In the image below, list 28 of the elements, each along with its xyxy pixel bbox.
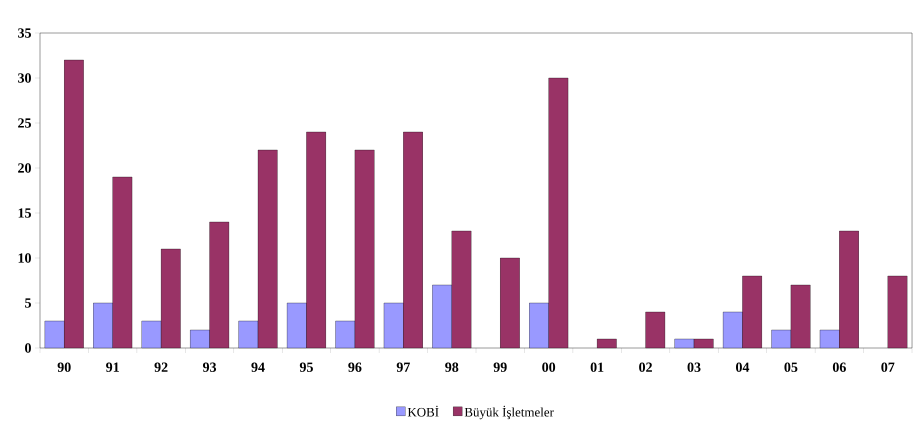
x-tick-label: 06 — [832, 362, 846, 372]
x-tick-label: 94 — [251, 362, 265, 372]
x-tick-label: 03 — [688, 362, 701, 372]
x-tick-label: 93 — [202, 362, 216, 372]
x-tick-label: 01 — [590, 362, 604, 372]
x-tick-label: 96 — [348, 362, 362, 372]
y-tick-label: 25 — [18, 118, 31, 128]
x-tick-label: 00 — [542, 362, 556, 372]
legend-label: Büyük İşletmeler — [464, 406, 554, 420]
x-tick-label: 04 — [736, 362, 750, 372]
x-tick-label: 02 — [639, 362, 652, 372]
x-tick-label: 99 — [494, 362, 507, 372]
y-tick-label: 5 — [25, 298, 31, 308]
y-tick-label: 20 — [18, 163, 31, 173]
x-tick-label: 90 — [58, 362, 71, 372]
x-tick-label: 05 — [784, 362, 798, 372]
x-tick-label: 07 — [881, 362, 894, 372]
x-tick-label: 95 — [300, 362, 313, 372]
x-tick-label: 97 — [396, 362, 410, 372]
legend-label: KOBİ — [408, 406, 439, 417]
y-tick-label: 15 — [18, 208, 31, 218]
y-tick-label: 10 — [18, 253, 31, 263]
x-tick-label: 91 — [106, 362, 119, 372]
y-tick-label: 35 — [18, 28, 31, 38]
x-tick-label: 98 — [445, 362, 458, 372]
x-tick-label: 92 — [154, 362, 168, 372]
y-tick-label: 30 — [18, 73, 31, 83]
y-tick-label: 0 — [25, 343, 31, 353]
